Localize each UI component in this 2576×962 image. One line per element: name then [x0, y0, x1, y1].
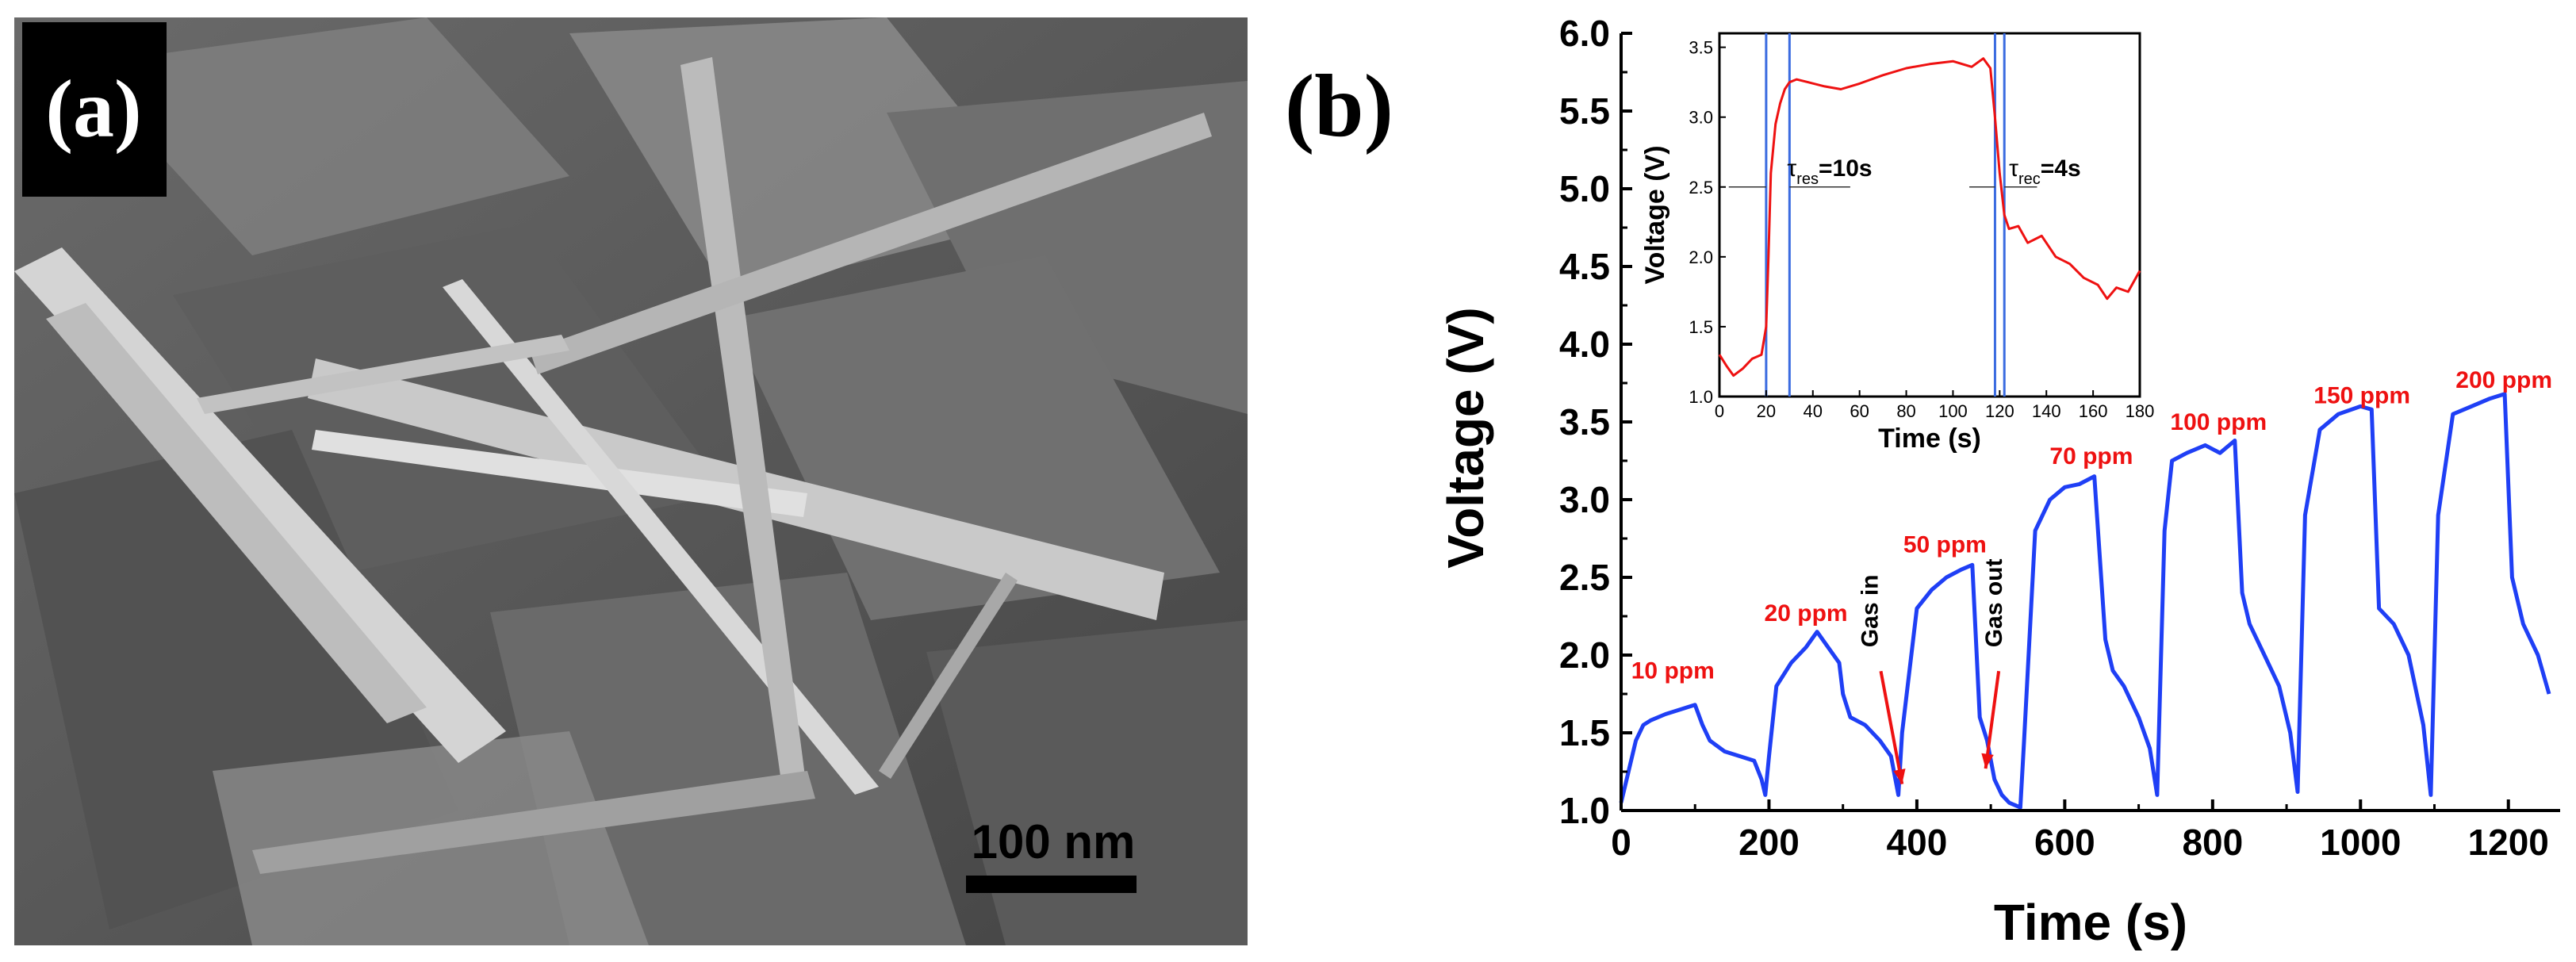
inset-plot: τres=10s τrec=4s 0 20 40 60 80 100 120 140 160 180 1… — [1640, 32, 2155, 454]
main-y-tick-label: 2.0 — [1559, 634, 1610, 676]
inset-x-tick-label: 160 — [2079, 401, 2108, 421]
main-x-tick-label: 600 — [2034, 822, 2095, 863]
inset-frame — [1718, 32, 2141, 398]
main-x-tick-label: 200 — [1738, 822, 1800, 863]
concentration-label: 20 ppm — [1765, 600, 1848, 627]
main-y-tick-label: 4.5 — [1559, 246, 1610, 287]
scale-bar-label: 100 nm — [972, 815, 1136, 868]
inset-x-tick-label: 140 — [2032, 401, 2061, 421]
main-x-tick-label: 1200 — [2468, 822, 2549, 863]
main-series-line — [1619, 392, 2551, 810]
inset-y-tick-label: 3.5 — [1689, 38, 1713, 58]
main-x-tick-label: 1000 — [2320, 822, 2401, 863]
gas-event-arrow — [1984, 670, 2001, 769]
inset-x-tick-label: 20 — [1757, 401, 1776, 421]
main-y-tick-label: 1.5 — [1559, 712, 1610, 753]
inset-y-tick-label: 1.5 — [1689, 317, 1713, 337]
panel-b-label: (b) — [1285, 57, 1393, 155]
inset-x-tick-label: 100 — [1938, 401, 1968, 421]
sem-micrograph: (a) 100 nm — [14, 17, 1248, 945]
inset-x-tick-label: 40 — [1804, 401, 1823, 421]
inset-x-tick-label: 80 — [1896, 401, 1915, 421]
inset-x-axis-title: Time (s) — [1878, 424, 1981, 454]
concentration-label: 10 ppm — [1631, 657, 1715, 684]
gas-event-arrowhead — [1893, 768, 1906, 784]
inset-y-tick-label: 2.5 — [1689, 178, 1713, 197]
concentration-label: 50 ppm — [1903, 532, 1987, 558]
inset-y-tick-label: 2.0 — [1689, 247, 1713, 267]
tau-rec-label: τrec=4s — [2009, 155, 2081, 188]
main-x-tick-label: 0 — [1611, 822, 1631, 863]
main-x-tick-label: 400 — [1887, 822, 1948, 863]
inset-y-tick-label: 1.0 — [1689, 387, 1713, 407]
gas-event-arrowhead — [1981, 753, 1994, 769]
inset-x-tick-label: 120 — [1985, 401, 2014, 421]
tau-res-label: τres=10s — [1787, 155, 1872, 188]
main-x-axis-title: Time (s) — [1994, 894, 2187, 951]
main-y-axis-title: Voltage (V) — [1437, 307, 1494, 569]
main-y-tick-label: 3.0 — [1559, 479, 1610, 520]
main-y-tick-label: 2.5 — [1559, 557, 1610, 598]
gas-event-label: Gas in — [1857, 574, 1884, 647]
gas-event-arrow — [1879, 670, 1904, 785]
main-y-tick-label: 5.5 — [1559, 90, 1610, 132]
panel-a-label-box — [22, 22, 167, 197]
inset-x-tick-label: 180 — [2126, 401, 2155, 421]
main-plot: 1.01.52.02.53.03.54.04.55.05.56.00 200 400… — [1437, 13, 2560, 951]
gas-event-label: Gas out — [1981, 559, 2007, 648]
inset-x-tick-label: 60 — [1850, 401, 1869, 421]
inset-x-tick-label: 0 — [1715, 401, 1724, 421]
concentration-label: 70 ppm — [2049, 443, 2133, 470]
inset-series-line — [1718, 57, 2141, 378]
main-y-tick-label: 5.0 — [1559, 168, 1610, 209]
inset-y-axis-title: Voltage (V) — [1640, 145, 1670, 284]
panel-a-label: (a) — [45, 63, 141, 155]
concentration-label: 200 ppm — [2455, 367, 2552, 393]
main-y-tick-label: 6.0 — [1559, 13, 1610, 54]
inset-y-tick-label: 3.0 — [1689, 108, 1713, 128]
main-y-tick-label: 3.5 — [1559, 401, 1610, 443]
scale-bar — [966, 876, 1137, 893]
main-y-tick-label: 4.0 — [1559, 324, 1610, 365]
main-y-tick-label: 1.0 — [1559, 790, 1610, 831]
concentration-label: 150 ppm — [2313, 382, 2410, 408]
concentration-label: 100 ppm — [2170, 409, 2267, 435]
main-x-tick-label: 800 — [2182, 822, 2243, 863]
